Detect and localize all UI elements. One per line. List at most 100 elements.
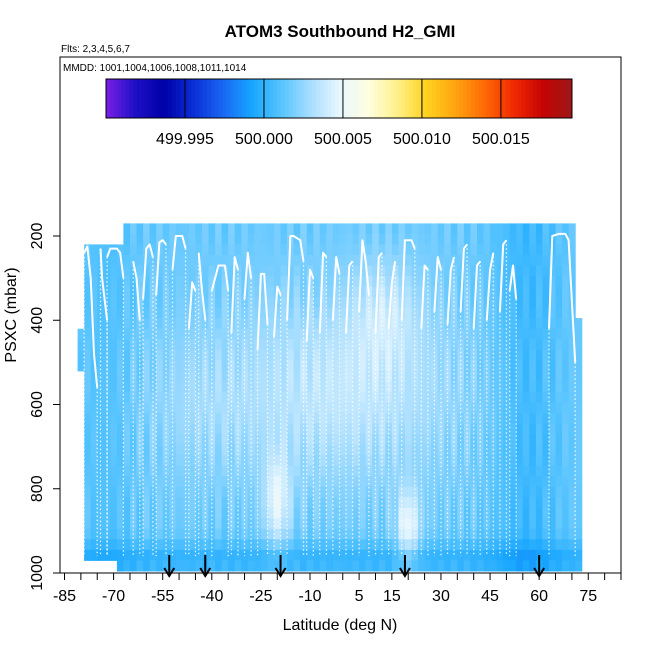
heat-cell [339,307,347,319]
heat-cell [352,455,360,467]
colorbar-swatch [513,79,519,118]
heat-cell [359,402,367,414]
heat-cell [110,528,118,540]
heat-cell [241,328,249,340]
heat-cell [404,423,412,435]
heat-cell [130,307,138,319]
heat-cell [378,244,386,256]
heat-cell [549,255,557,267]
heat-cell [175,370,183,382]
heat-cell [267,434,275,446]
heat-cell [535,444,543,456]
heat-cell [404,360,412,372]
heat-cell [215,476,223,488]
heat-cell [143,476,151,488]
heat-cell [444,349,452,361]
heat-cell [267,233,275,245]
heat-cell [424,370,432,382]
heat-cell [162,286,170,298]
heat-cell [77,349,85,361]
heat-cell [522,434,530,446]
heat-cell [156,233,164,245]
heat-cell [130,549,138,561]
heat-cell [575,381,583,393]
heat-cell [280,549,288,561]
heat-cell [110,497,118,509]
heat-cell [470,412,478,424]
heat-cell [450,434,458,446]
heat-cell [529,233,537,245]
heat-cell [359,276,367,288]
heat-cell [450,223,458,235]
heat-cell [398,434,406,446]
heat-cell [90,507,98,519]
heat-cell [326,381,334,393]
heat-cell [562,307,570,319]
heat-cell [346,497,354,509]
heat-cell [326,339,334,351]
heat-cell [535,233,543,245]
heat-cell [260,549,268,561]
heat-cell [110,539,118,551]
heat-cell [483,402,491,414]
heat-cell [97,349,105,361]
x-tick-label: -10 [298,588,321,605]
heat-cell [457,497,465,509]
flight-tracks-layer [83,232,577,557]
heat-cell [437,339,445,351]
heat-cell [359,349,367,361]
heat-cell [300,507,308,519]
heat-cell [84,434,92,446]
heat-cell [411,560,419,572]
heat-cell [280,444,288,456]
heat-cell [202,412,210,424]
heat-cell [418,265,426,277]
colorbar-swatch [560,79,565,118]
heat-cell [215,223,223,235]
heat-cell [418,434,426,446]
heat-cell [136,223,144,235]
heat-cell [411,402,419,414]
heat-cell [516,476,524,488]
heat-cell [542,349,550,361]
heat-cell [444,255,452,267]
heat-cell [391,539,399,551]
heat-cell [365,560,373,572]
heat-cell [202,318,210,330]
heat-cell [267,286,275,298]
heat-cell [123,360,131,372]
x-tick-label: 5 [355,588,364,605]
heat-cell [116,318,124,330]
heat-cell [575,349,583,361]
heat-cell [404,297,412,309]
heat-cell [260,486,268,498]
heat-cell [182,412,190,424]
heat-cell [195,465,203,477]
heat-cell [319,455,327,467]
heat-cell [555,423,563,435]
heat-cell [359,412,367,424]
heat-cell [300,486,308,498]
heat-cell [313,276,321,288]
flights-annotation: Flts: 2,3,4,5,6,7 [61,44,130,55]
heat-cell [450,560,458,572]
heat-cell [463,402,471,414]
heat-cell [326,412,334,424]
heat-cell [116,276,124,288]
heat-cell [313,455,321,467]
heat-cell [450,497,458,509]
heat-cell [398,244,406,256]
heat-cell [326,307,334,319]
colorbar-swatch [451,79,456,118]
colorbar-swatch [521,79,526,118]
heat-cell [385,349,393,361]
heat-cell [215,465,223,477]
heat-cell [359,265,367,277]
heat-cell [293,233,301,245]
heat-cell [332,244,340,256]
heat-cell [123,339,131,351]
heat-cell [84,381,92,393]
heat-cell [509,307,517,319]
heat-cell [418,497,426,509]
heat-cell [359,381,367,393]
